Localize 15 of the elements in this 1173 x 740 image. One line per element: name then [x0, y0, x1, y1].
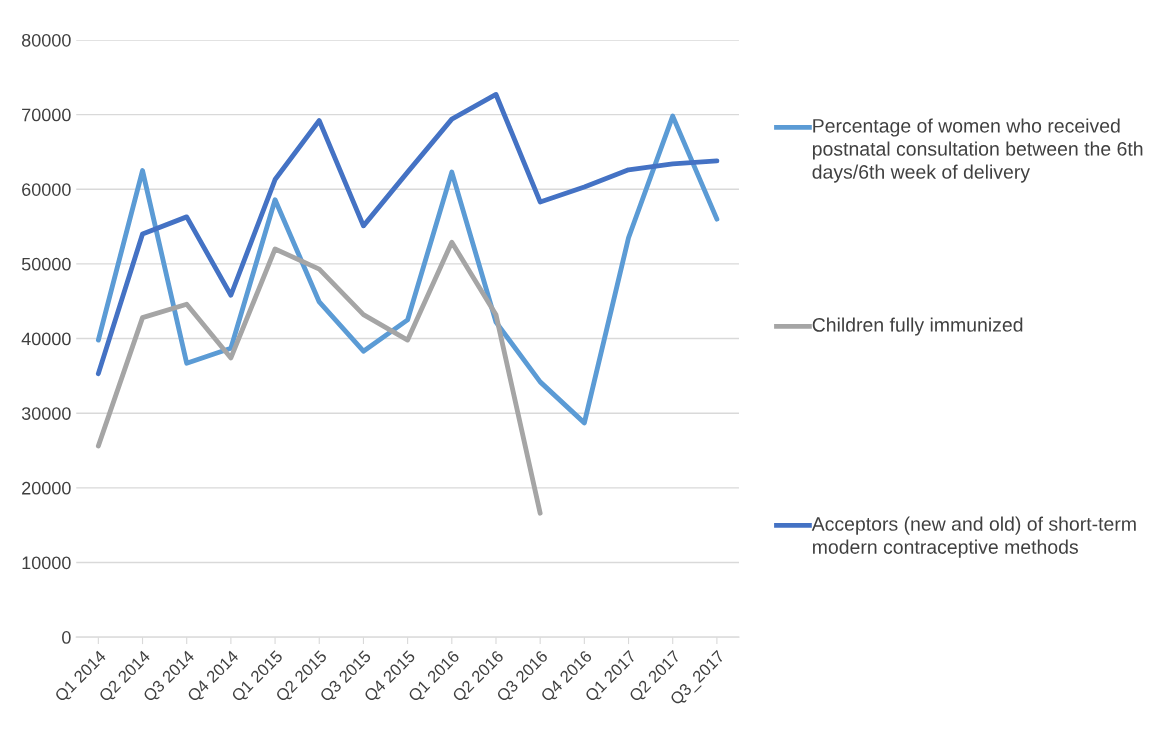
y-tick-label: 70000 [22, 108, 71, 122]
y-tick-label: 50000 [21, 257, 71, 271]
line-series [95, 239, 543, 516]
y-tick-label: 20000 [22, 481, 71, 495]
legend-label: Acceptors (new and old) of short-term modern contraceptive methods [811, 516, 1136, 558]
line-series [95, 92, 720, 377]
y-tick-label: 40000 [21, 332, 71, 346]
y-tick-label: 60000 [22, 183, 71, 196]
y-tick-label: 10000 [22, 556, 71, 570]
y-tick-label: 0 [62, 631, 71, 644]
legend-label: Children fully immunized [812, 317, 1023, 336]
y-tick-label: 30000 [21, 407, 71, 420]
line-series [95, 113, 720, 426]
y-tick-label: 80000 [21, 33, 71, 47]
legend-label: Percentage of women who received postnatal consultation between the 6th days/6th week of delivery [812, 118, 1143, 183]
